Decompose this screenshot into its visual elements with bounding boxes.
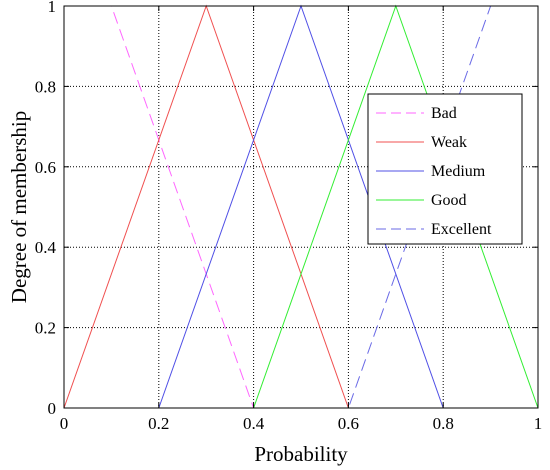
x-tick-label-1: 0.2 bbox=[148, 414, 169, 433]
legend-label-excellent: Excellent bbox=[431, 221, 492, 238]
legend-items: Bad Weak Medium Good Excellent bbox=[376, 105, 492, 238]
x-tick-label-4: 0.8 bbox=[433, 414, 454, 433]
plot-frame bbox=[63, 5, 539, 409]
y-tick-label-1: 0.2 bbox=[35, 319, 56, 338]
legend: Bad Weak Medium Good Excellent bbox=[367, 93, 523, 245]
legend-label-good: Good bbox=[431, 192, 467, 209]
legend-label-weak: Weak bbox=[431, 134, 467, 151]
y-tick-label-3: 0.6 bbox=[35, 158, 56, 177]
legend-label-medium: Medium bbox=[431, 163, 486, 180]
x-tick-label-3: 0.6 bbox=[338, 414, 359, 433]
y-axis-label: Degree of membership bbox=[7, 111, 31, 303]
x-tick-label-5: 1 bbox=[534, 414, 543, 433]
legend-box bbox=[367, 93, 523, 245]
ticks: 0 0.2 0.4 0.6 0.8 1 0 0.2 0.4 0.6 0.8 1 bbox=[35, 0, 543, 433]
y-tick-label-4: 0.8 bbox=[35, 77, 56, 96]
legend-label-bad: Bad bbox=[431, 105, 457, 122]
y-tick-label-0: 0 bbox=[48, 399, 57, 418]
y-tick-label-2: 0.4 bbox=[35, 238, 57, 257]
x-axis-label: Probability bbox=[254, 442, 348, 466]
x-tick-label-0: 0 bbox=[60, 414, 69, 433]
y-tick-label-5: 1 bbox=[48, 0, 57, 16]
x-tick-label-2: 0.4 bbox=[243, 414, 265, 433]
